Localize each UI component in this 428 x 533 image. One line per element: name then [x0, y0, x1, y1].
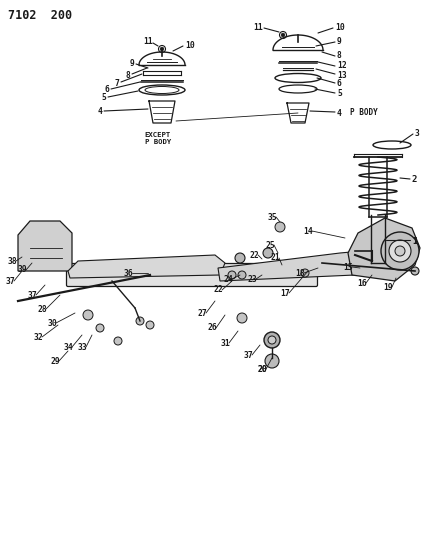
Polygon shape [18, 221, 72, 271]
Text: 23: 23 [247, 274, 257, 284]
Text: 33: 33 [77, 343, 87, 351]
Circle shape [83, 310, 93, 320]
Text: 10: 10 [335, 22, 345, 31]
Circle shape [235, 253, 245, 263]
Text: 34: 34 [63, 343, 73, 351]
Text: 32: 32 [33, 333, 43, 342]
Circle shape [228, 271, 236, 279]
Text: 37: 37 [243, 351, 253, 359]
Circle shape [237, 313, 247, 323]
Polygon shape [348, 218, 420, 281]
Text: 21: 21 [270, 254, 280, 262]
Circle shape [389, 240, 411, 262]
Text: 3: 3 [415, 128, 420, 138]
Text: 30: 30 [47, 319, 57, 327]
Text: 37: 37 [27, 290, 37, 300]
Text: 19: 19 [383, 282, 393, 292]
Circle shape [136, 317, 144, 325]
Text: 8: 8 [125, 70, 131, 79]
Text: 4: 4 [337, 109, 342, 117]
Text: 11: 11 [143, 37, 153, 46]
Circle shape [381, 232, 419, 270]
Text: 1: 1 [412, 237, 417, 246]
Text: 7102  200: 7102 200 [8, 9, 72, 22]
Text: 14: 14 [303, 227, 313, 236]
Text: 18: 18 [295, 269, 305, 278]
Text: 12: 12 [337, 61, 347, 70]
Circle shape [268, 336, 276, 344]
Text: 5: 5 [337, 90, 342, 99]
Text: EXCEPT
P BODY: EXCEPT P BODY [145, 132, 171, 145]
Text: 36: 36 [123, 269, 133, 278]
Text: 8: 8 [337, 52, 342, 61]
Circle shape [238, 271, 246, 279]
Text: 22: 22 [213, 286, 223, 295]
Text: 1: 1 [412, 237, 417, 246]
Text: 27: 27 [197, 309, 207, 318]
Text: 9: 9 [130, 60, 134, 69]
Circle shape [265, 354, 279, 368]
Text: P BODY: P BODY [350, 108, 378, 117]
Text: 17: 17 [280, 288, 290, 297]
Circle shape [281, 33, 285, 37]
Text: 2: 2 [412, 175, 417, 184]
Text: 10: 10 [185, 42, 195, 51]
Text: 13: 13 [337, 70, 347, 79]
Circle shape [301, 269, 309, 277]
Circle shape [395, 246, 405, 256]
Text: 37: 37 [5, 277, 15, 286]
Text: 20: 20 [257, 365, 267, 374]
Text: 11: 11 [253, 22, 263, 31]
Circle shape [160, 47, 164, 51]
Text: 6: 6 [337, 79, 342, 88]
Polygon shape [68, 255, 225, 278]
Polygon shape [218, 251, 368, 281]
Circle shape [411, 267, 419, 275]
Text: 25: 25 [265, 240, 275, 249]
Text: 38: 38 [7, 256, 17, 265]
Text: 6: 6 [104, 85, 110, 94]
Circle shape [275, 222, 285, 232]
Text: 20: 20 [257, 365, 267, 374]
Text: 28: 28 [37, 304, 47, 313]
Text: 5: 5 [101, 93, 107, 102]
Text: 35: 35 [267, 213, 277, 222]
Text: 39: 39 [17, 265, 27, 274]
Text: 4: 4 [98, 107, 102, 116]
Text: 9: 9 [337, 37, 342, 46]
Text: 26: 26 [207, 324, 217, 333]
Circle shape [264, 332, 280, 348]
Text: 16: 16 [357, 279, 367, 287]
Circle shape [114, 337, 122, 345]
Text: 15: 15 [343, 262, 353, 271]
Circle shape [263, 248, 273, 258]
Text: 24: 24 [223, 274, 233, 284]
Text: 29: 29 [50, 357, 60, 366]
FancyBboxPatch shape [66, 263, 318, 287]
Text: 22: 22 [249, 251, 259, 260]
Circle shape [146, 321, 154, 329]
Text: 31: 31 [220, 338, 230, 348]
Text: 7: 7 [115, 78, 119, 87]
Circle shape [96, 324, 104, 332]
